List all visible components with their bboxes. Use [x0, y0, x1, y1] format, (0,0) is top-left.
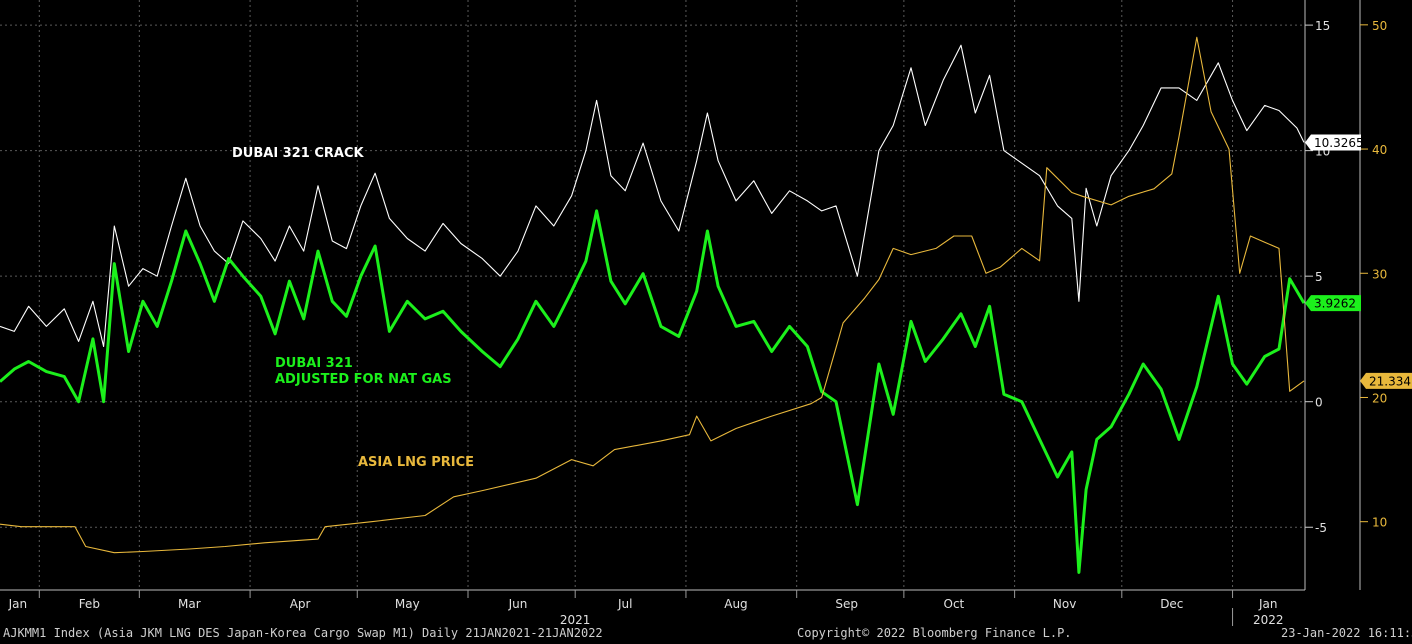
last-value-tag-bg: [1305, 295, 1361, 312]
series-line-crack: [0, 44, 1305, 348]
label-lng: ASIA LNG PRICE: [358, 455, 474, 470]
x-tick-label: Mar: [178, 597, 201, 611]
last-value-tag-text: 3.9262: [1314, 297, 1356, 311]
footer-timestamp: 23-Jan-2022 16:11:38: [1281, 626, 1412, 640]
x-tick-label: Nov: [1053, 597, 1076, 611]
left-axis-tick-label: 0: [1315, 396, 1323, 410]
last-value-tag-text: 21.334: [1369, 374, 1411, 388]
last-value-tag-bg: [1360, 372, 1412, 389]
x-tick-label: May: [395, 597, 420, 611]
last-value-tag-text: 10.3265: [1314, 136, 1364, 150]
last-value-tag-bg: [1305, 134, 1361, 151]
footer-copyright: Copyright© 2022 Bloomberg Finance L.P.: [797, 626, 1072, 640]
x-year-label: 2022: [1253, 613, 1284, 626]
right-axis-tick-label: 20: [1372, 391, 1387, 405]
x-tick-label: Dec: [1160, 597, 1183, 611]
series-line-adjusted: [0, 209, 1306, 574]
left-axis-tick-label: 15: [1315, 19, 1330, 33]
right-axis-tick-label: 40: [1372, 143, 1387, 157]
series-lines: [0, 36, 1306, 574]
x-tick-label: Sep: [835, 597, 858, 611]
x-year-label: 2021: [560, 613, 591, 626]
last-value-tag-crack: 10.3265: [1305, 134, 1364, 151]
left-axis-tick-label: 5: [1315, 270, 1323, 284]
x-tick-label: Jan: [8, 597, 28, 611]
gridlines: [0, 0, 1305, 590]
x-tick-label: Jun: [508, 597, 528, 611]
label-adjusted-line2: ADJUSTED FOR NAT GAS: [275, 372, 452, 387]
x-tick-label: Jul: [617, 597, 632, 611]
series-line-lng: [0, 36, 1305, 554]
x-tick-label: Feb: [79, 597, 100, 611]
x-tick-label: Apr: [290, 597, 311, 611]
left-axis-tick-label: -5: [1315, 521, 1327, 535]
label-adjusted-line1: DUBAI 321: [275, 356, 353, 371]
x-tick-label: Jan: [1258, 597, 1278, 611]
footer-source: AJKMM1 Index (Asia JKM LNG DES Japan-Kor…: [3, 626, 603, 640]
right-axis-tick-label: 30: [1372, 267, 1387, 281]
last-value-tag-adjusted: 3.9262: [1305, 295, 1361, 312]
x-tick-label: Oct: [944, 597, 965, 611]
right-axis-tick-label: 10: [1372, 516, 1387, 530]
last-value-tag-lng: 21.334: [1360, 372, 1412, 389]
right-axis-tick-label: 50: [1372, 19, 1387, 33]
label-dubai-crack: DUBAI 321 CRACK: [232, 146, 364, 161]
x-tick-label: Aug: [724, 597, 747, 611]
